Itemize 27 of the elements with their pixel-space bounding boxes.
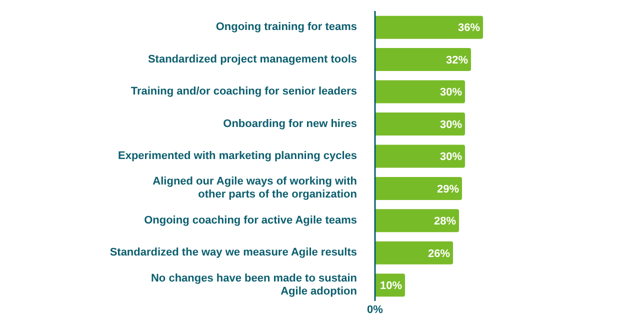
data-label: 30% xyxy=(440,86,462,99)
bar xyxy=(375,144,465,168)
y-tick-label: Experimented with marketing planning cycles xyxy=(118,150,357,162)
y-tick-label: Ongoing coaching for active Agile teams xyxy=(144,214,357,226)
data-label: 36% xyxy=(458,22,480,34)
bar xyxy=(375,80,465,104)
data-label: 10% xyxy=(380,280,402,292)
y-tick-label: Standardized project management tools xyxy=(148,53,357,66)
y-tick-label: Ongoing training for teams xyxy=(216,21,357,34)
data-label: 29% xyxy=(436,183,460,196)
y-tick-label: Standardized the way we measure Agile results xyxy=(110,246,357,259)
bar xyxy=(375,112,465,136)
data-label: 28% xyxy=(434,216,456,228)
bar xyxy=(375,241,453,264)
y-tick-label: No changes have been made to sustain Agile adoption xyxy=(150,272,358,298)
bar xyxy=(375,48,471,72)
data-label: 32% xyxy=(446,54,468,66)
data-label: 30% xyxy=(440,118,462,131)
y-tick-label: Training and/or coaching for senior leaders xyxy=(130,86,357,98)
bar xyxy=(375,209,459,232)
data-label: 26% xyxy=(428,248,450,260)
bar xyxy=(375,176,462,200)
bar xyxy=(375,16,483,39)
text: 0% xyxy=(366,304,384,316)
y-tick-label: Aligned our Agile ways of working with other parts of the organization xyxy=(152,176,358,201)
data-label: 30% xyxy=(440,151,462,164)
y-tick-label: Onboarding for new hires xyxy=(223,118,357,130)
